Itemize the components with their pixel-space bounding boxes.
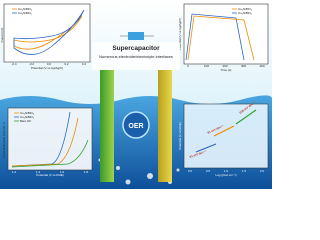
legend-label: Cu₂NiBiO₅	[18, 11, 33, 15]
center-subtitle: Numerous electrode/electrolyte interface…	[99, 54, 173, 59]
legend-label: Cu₂NiBiO₅	[238, 11, 253, 15]
legend-label: Cu₂NiBiO₄	[18, 7, 33, 11]
x-tick-label: -0.4	[11, 62, 17, 66]
x-tick-label: 400	[259, 64, 264, 68]
graphical-abstract: Current (A) Potential (V vs Ag/AgCl) Pot…	[0, 0, 272, 189]
oer-label: OER	[128, 123, 143, 130]
legend-label: Cu₂NiBiO₅	[20, 115, 35, 119]
x-tick-label: 1.5	[242, 169, 247, 173]
page: Current (A) Potential (V vs Ag/AgCl) Pot…	[0, 0, 272, 189]
x-tick-label: 0.0	[47, 62, 52, 66]
legend-label: Bare NF	[20, 119, 31, 123]
x-tick-label: 1.6	[60, 170, 65, 174]
lsv-panel	[7, 107, 93, 171]
left-electrode	[100, 70, 114, 182]
x-tick-label: 0.4	[82, 62, 87, 66]
supercapacitor-box	[92, 42, 180, 70]
right-electrode	[158, 70, 172, 182]
y-axis-label: Potential (V vs Ag/AgCl)	[178, 18, 182, 50]
center-title: Supercapacitor	[112, 45, 160, 52]
legend-label: Cu₂NiBiO₄	[20, 111, 35, 115]
y-axis-label: Potential (V vs RHE)	[178, 122, 182, 150]
x-tick-label: 0	[187, 64, 189, 68]
x-tick-label: 0.2	[64, 62, 69, 66]
x-tick-label: 0.5	[206, 169, 211, 173]
tafel-panel	[183, 103, 269, 169]
x-tick-label: 200	[222, 64, 227, 68]
battery-icon	[128, 32, 144, 40]
electron-label: e⁻	[113, 32, 119, 38]
x-axis-label: Potential (V vs Ag/AgCl)	[31, 66, 63, 70]
y-axis-label: Current (A)	[0, 28, 4, 43]
x-tick-label: 1.4	[36, 170, 41, 174]
slope-annotation: 91 mV dec⁻¹	[207, 124, 224, 135]
x-tick-label: 0.0	[188, 169, 193, 173]
x-tick-label: 100	[204, 64, 209, 68]
cv-panel	[3, 3, 91, 63]
x-axis-label: Log (j/mA cm⁻²)	[215, 173, 236, 177]
x-axis-label: Time (s)	[221, 68, 232, 72]
oer-circle	[122, 111, 150, 139]
x-axis-label: Potential (V vs RHE)	[36, 173, 64, 177]
x-tick-label: -0.2	[29, 62, 35, 66]
slope-annotation: 81 mV dec⁻¹	[189, 149, 207, 159]
x-tick-label: 1.8	[84, 170, 89, 174]
x-tick-label: 300	[241, 64, 246, 68]
y-axis-label: Current Density (mA cm⁻²)	[2, 122, 6, 157]
legend-label: Cu₂NiBiO₄	[238, 7, 253, 11]
gcd-panel	[183, 3, 269, 65]
x-tick-label: 1.0	[224, 169, 229, 173]
x-tick-label: 1.2	[12, 170, 17, 174]
x-tick-label: 2.0	[260, 169, 265, 173]
